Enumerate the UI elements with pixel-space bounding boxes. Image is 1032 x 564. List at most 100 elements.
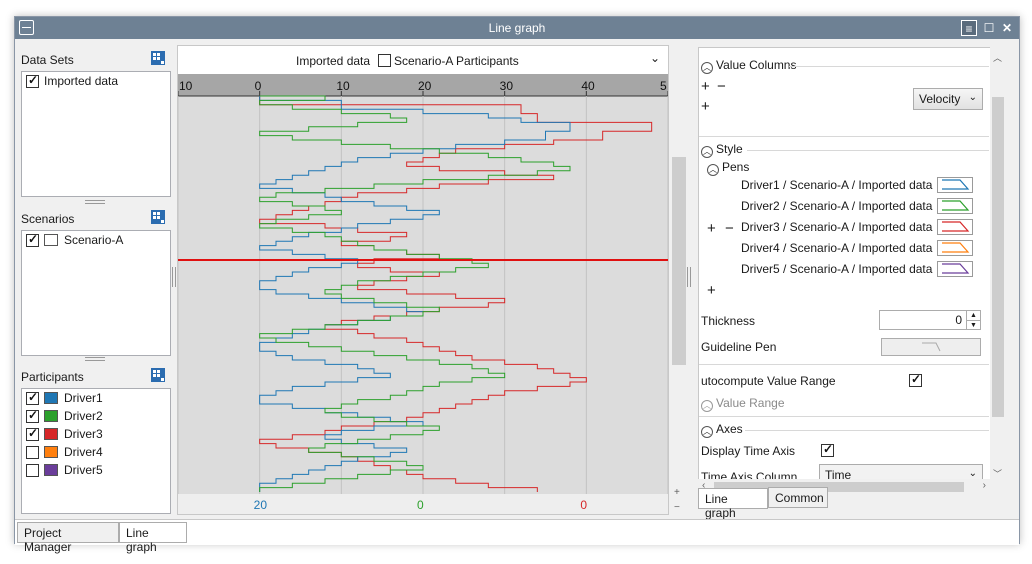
splitter-grip[interactable] [85,200,105,204]
checkbox[interactable] [26,408,39,423]
autocompute-value-range-checkbox[interactable] [909,372,922,387]
properties-panel: ︿ Value Columns + − + Velocity ⌄ ︿ Style ︿… [698,47,1006,495]
scenarios-list: Scenario-A [21,230,171,356]
pen-style-button[interactable] [937,177,973,193]
list-item[interactable]: Driver3 [22,425,170,443]
add-pen-button[interactable]: + [707,220,716,237]
value-column-select[interactable]: Velocity ⌄ [913,88,983,110]
properties-hscrollbar-thumb[interactable] [714,482,964,492]
x-tick-label: 30 [500,79,514,93]
left-splitter-grip[interactable] [172,267,176,287]
axis-band [178,74,668,96]
color-swatch [44,234,58,246]
x-tick-label: 20 [418,79,432,93]
spin-down-icon[interactable]: ▼ [966,320,980,329]
collapse-icon[interactable]: ︿ [701,146,713,158]
list-item[interactable]: Scenario-A [22,231,170,249]
spin-up-icon[interactable]: ▲ [966,311,980,320]
pen-style-button[interactable] [937,240,973,256]
add-value-column-button[interactable]: + [701,78,710,95]
graph-participants-label: Scenario-A Participants [394,54,519,68]
collapse-icon[interactable]: ︿ [701,426,713,438]
chevron-down-icon[interactable]: ﹀ [993,469,1003,479]
axes-group[interactable]: ︿ Axes [701,422,743,438]
thickness-input[interactable]: 0 ▲ ▼ [879,310,981,330]
data-sets-label: Data Sets [21,53,74,67]
list-item-label: Driver4 [64,445,103,459]
tab-common[interactable]: Common [768,487,828,508]
value-columns-group[interactable]: ︿ Value Columns [701,58,796,74]
checkbox[interactable] [26,445,39,459]
pen-style-button[interactable] [937,219,973,235]
add-value-column-button-2[interactable]: + [701,98,710,115]
list-item-label: Driver5 [64,463,103,477]
list-item[interactable]: Driver1 [22,389,170,407]
value-range-group[interactable]: ︿ Value Range [701,396,785,412]
value-range-label: Value Range [716,396,785,410]
scenario-participants-checkbox[interactable] [378,54,391,67]
tab-line-graph[interactable]: Line graph [119,522,187,554]
list-item[interactable]: Driver2 [22,407,170,425]
window-menu-icon[interactable] [19,20,34,35]
zoom-in-button[interactable]: + [674,487,680,498]
list-item-label: Driver3 [64,427,103,441]
remove-value-column-button[interactable]: − [717,78,726,95]
chevron-up-icon[interactable]: ︿ [993,53,1003,63]
checkbox[interactable] [26,463,39,477]
style-group[interactable]: ︿ Style [701,142,743,158]
collapse-icon[interactable]: ︿ [707,164,719,176]
axes-label: Axes [716,422,743,436]
pen-label: Driver5 / Scenario-A / Imported data [741,262,933,276]
add-pen-button-2[interactable]: + [707,282,716,299]
participants-list: Driver1 Driver2 Driver3 Driver4 Driver5 [21,388,171,514]
remove-pen-button[interactable]: − [725,220,734,237]
list-item[interactable]: Driver4 [22,443,170,461]
pens-group[interactable]: ︿ Pens [707,160,749,176]
chevron-left-icon[interactable]: ‹ [702,480,706,491]
pen-style-button[interactable] [937,198,973,214]
properties-scrollbar[interactable]: ︿ ﹀ [990,47,1006,495]
chevron-right-icon[interactable]: › [982,480,986,491]
select-all-data-sets-icon[interactable] [151,51,165,65]
maximize-icon[interactable]: ☐ [983,21,995,35]
properties-scrollbar-thumb[interactable] [992,97,1004,417]
close-icon[interactable]: ✕ [1001,21,1013,35]
list-item[interactable]: Imported data [22,72,170,90]
value-column-select-value: Velocity [919,92,961,106]
graph-scrollbar-thumb[interactable] [672,157,686,365]
checkbox[interactable] [26,232,39,247]
graph-header: Imported data Scenario-A Participants ⌄ [178,46,668,74]
select-all-participants-icon[interactable] [151,368,165,382]
color-swatch [44,464,58,476]
chevron-down-icon[interactable]: ⌄ [649,51,660,65]
guideline-pen-button[interactable] [881,338,981,356]
checkbox[interactable] [26,390,39,405]
participants-label: Participants [21,370,84,384]
graph-scrollbar[interactable]: + − [671,57,687,513]
list-item-label: Driver1 [64,391,103,405]
zoom-out-button[interactable]: − [674,502,680,513]
display-time-axis-checkbox[interactable] [821,442,834,457]
value-columns-label: Value Columns [716,58,797,72]
collapse-icon[interactable]: ︿ [701,400,713,412]
pen-style-button[interactable] [937,261,973,277]
tab-project-manager[interactable]: Project Manager [17,522,119,554]
data-sets-list: Imported data [21,71,171,197]
list-item[interactable]: Driver5 [22,461,170,479]
title-bar: Line graph ≡ ☐ ✕ [15,17,1019,39]
scenarios-label: Scenarios [21,212,75,226]
pens-label: Pens [722,160,750,174]
settings-icon[interactable]: ≡ [961,20,977,36]
checkbox[interactable] [26,73,39,88]
right-splitter-grip[interactable] [687,267,691,287]
x-tick-label: 10 [179,79,193,93]
line-chart[interactable]: 10 0 10 20 30 40 5 20 0 0 [178,74,668,514]
autocompute-value-range-label: utocompute Value Range [701,374,836,388]
collapse-icon[interactable]: ︿ [701,62,713,74]
chevron-down-icon: ⌄ [968,92,977,103]
splitter-grip[interactable] [85,357,105,361]
tab-line-graph-properties[interactable]: Line graph [698,488,768,520]
select-all-scenarios-icon[interactable] [151,210,165,224]
checkbox[interactable] [26,426,39,441]
footer-value: 0 [417,498,424,512]
